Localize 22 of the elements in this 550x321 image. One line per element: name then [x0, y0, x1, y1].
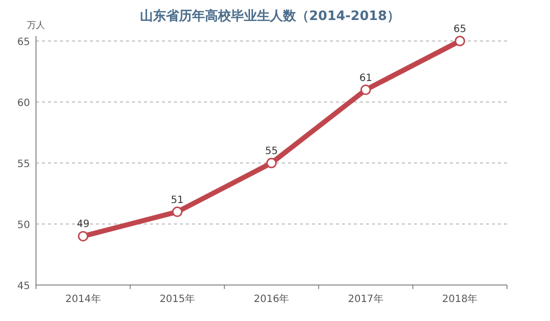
data-label: 51: [170, 194, 184, 206]
data-label: 61: [359, 72, 372, 84]
point: [266, 158, 277, 168]
y-tick-label: 45: [17, 281, 30, 292]
y-axis-title: 万人: [27, 20, 45, 31]
data-label: 55: [265, 146, 278, 157]
data-label: 49: [76, 219, 90, 230]
point: [360, 84, 371, 96]
chart-title: 山东省历年高校毕业生人数（2014-2018）: [140, 8, 400, 24]
point: [454, 36, 466, 46]
x-tick-label: 2018年: [442, 293, 478, 305]
x-tick-label: 2017年: [348, 293, 384, 305]
x-tick-label: 2016年: [254, 293, 290, 305]
y-tick-label: 65: [17, 37, 30, 48]
data-label: 65: [454, 24, 466, 35]
y-tick-label: 50: [17, 220, 30, 231]
x-tick-label: 2014年: [65, 293, 101, 305]
y-tick-label: 55: [17, 159, 30, 170]
point: [172, 206, 183, 218]
x-tick-label: 2015年: [160, 293, 196, 305]
y-tick-label: 60: [17, 98, 30, 109]
point: [78, 230, 88, 242]
